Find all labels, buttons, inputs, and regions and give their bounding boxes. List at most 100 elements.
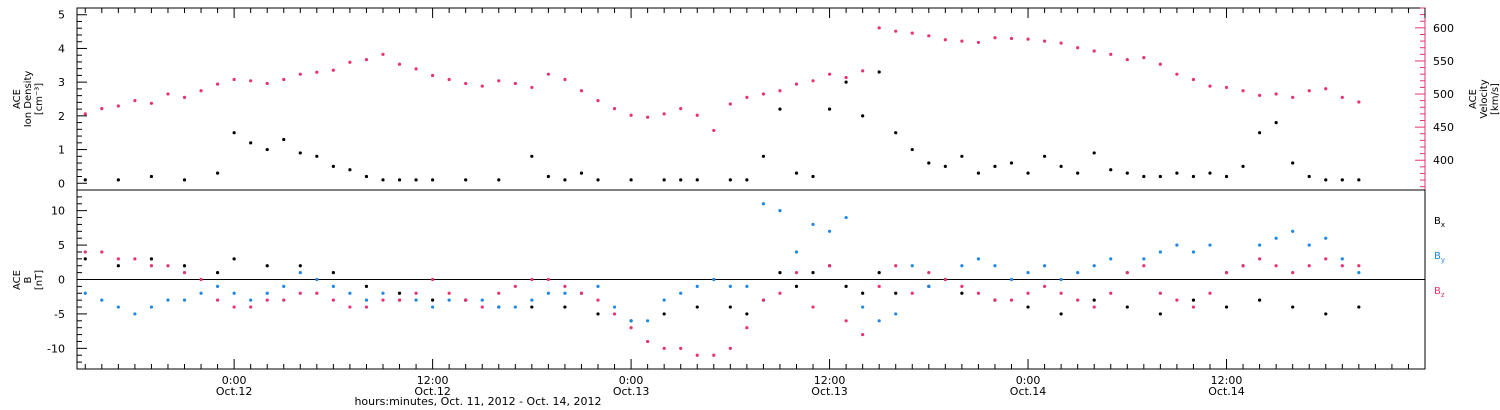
density-point bbox=[381, 178, 385, 182]
bz-point bbox=[149, 264, 154, 268]
velocity-point bbox=[414, 67, 418, 71]
time-tick-label: 0:00 bbox=[619, 374, 644, 387]
density-point bbox=[464, 178, 468, 182]
velocity-point bbox=[199, 89, 203, 93]
density-point bbox=[894, 131, 898, 135]
velocity-point bbox=[1307, 89, 1311, 93]
field-tick-label: -5 bbox=[54, 308, 65, 321]
density-point bbox=[315, 154, 319, 158]
velocity-point bbox=[1241, 89, 1245, 93]
bx-point bbox=[596, 312, 600, 316]
bz-point bbox=[447, 291, 451, 295]
velocity-point bbox=[480, 84, 484, 88]
bz-point bbox=[910, 291, 914, 295]
bz-point bbox=[166, 264, 170, 268]
density-point bbox=[83, 178, 87, 182]
bz-point bbox=[646, 339, 650, 344]
velocity-point bbox=[761, 92, 766, 96]
field-axis-ticks: -10 -5 0 5 10 bbox=[47, 189, 87, 370]
velocity-point bbox=[282, 77, 286, 82]
by-point bbox=[166, 298, 170, 302]
density-axis-title-line3: [cm⁻³] bbox=[34, 83, 45, 115]
density-point bbox=[778, 107, 782, 111]
bz-point bbox=[1042, 284, 1047, 288]
by-point bbox=[1026, 271, 1030, 275]
bz-point bbox=[513, 284, 517, 288]
bx-point bbox=[861, 291, 865, 295]
bz-point bbox=[861, 332, 865, 337]
density-point bbox=[579, 171, 584, 175]
velocity-point bbox=[166, 92, 170, 96]
velocity-point bbox=[1092, 49, 1096, 53]
by-point bbox=[629, 319, 633, 323]
by-point bbox=[497, 305, 501, 309]
time-tick-label: 12:00 bbox=[1211, 374, 1243, 387]
by-point bbox=[910, 264, 914, 268]
density-point bbox=[745, 178, 749, 182]
bx-point bbox=[563, 305, 567, 309]
by-point bbox=[646, 319, 650, 323]
velocity-tick-label: 500 bbox=[1433, 88, 1454, 101]
bz-point bbox=[679, 346, 683, 350]
bz-point bbox=[530, 277, 534, 282]
density-point bbox=[1241, 164, 1245, 169]
bz-point bbox=[1340, 264, 1344, 268]
bz-point bbox=[497, 291, 501, 295]
by-point bbox=[199, 291, 203, 295]
date-tick-label: Oct.14 bbox=[1010, 385, 1047, 398]
velocity-point bbox=[1076, 46, 1080, 50]
velocity-point bbox=[331, 68, 335, 72]
bz-point bbox=[199, 277, 203, 282]
bz-point bbox=[298, 291, 302, 295]
velocity-point bbox=[431, 73, 435, 78]
density-point bbox=[1324, 178, 1328, 182]
density-tick-label: 2 bbox=[58, 110, 65, 123]
density-point bbox=[563, 178, 567, 182]
velocity-point bbox=[1324, 87, 1328, 91]
by-point bbox=[1357, 271, 1361, 275]
legend-subscript: z bbox=[1441, 291, 1445, 299]
bz-point bbox=[728, 346, 732, 350]
bz-point bbox=[778, 291, 782, 295]
bx-point bbox=[1324, 312, 1328, 316]
density-point bbox=[149, 174, 154, 179]
bx-point bbox=[844, 284, 848, 288]
bx-point bbox=[877, 271, 881, 275]
velocity-point bbox=[116, 104, 120, 108]
bz-point bbox=[827, 264, 832, 268]
date-tick-label: Oct.12 bbox=[216, 385, 253, 398]
by-point bbox=[728, 284, 732, 288]
density-point bbox=[232, 131, 236, 135]
velocity-axis-title-line1: ACE bbox=[1468, 89, 1479, 109]
bz-point bbox=[464, 298, 468, 302]
bx-point bbox=[1026, 305, 1030, 309]
by-point bbox=[513, 305, 517, 309]
density-axis-title-line2: Ion Density bbox=[23, 71, 34, 128]
velocity-point bbox=[546, 72, 550, 76]
velocity-point bbox=[1191, 77, 1196, 82]
velocity-point bbox=[83, 112, 87, 116]
velocity-point bbox=[1340, 95, 1344, 99]
density-tick-label: 3 bbox=[58, 76, 65, 89]
density-point bbox=[943, 164, 947, 169]
bx-point bbox=[215, 271, 220, 275]
bz-point bbox=[976, 291, 981, 295]
field-component-legend: Bx By Bz bbox=[1434, 216, 1445, 299]
velocity-point bbox=[662, 112, 666, 116]
by-point bbox=[761, 202, 766, 206]
density-point bbox=[182, 178, 187, 182]
by-point bbox=[1291, 229, 1295, 233]
bz-point bbox=[315, 291, 319, 295]
by-point bbox=[827, 229, 832, 233]
by-point bbox=[1142, 257, 1146, 261]
bx-point bbox=[695, 305, 699, 309]
bz-point bbox=[960, 284, 964, 288]
by-point bbox=[133, 312, 137, 316]
bx-point bbox=[745, 312, 749, 316]
density-point bbox=[497, 178, 501, 182]
bz-point bbox=[794, 271, 799, 275]
density-point bbox=[695, 178, 699, 182]
velocity-point bbox=[827, 72, 832, 76]
velocity-point bbox=[728, 102, 732, 106]
